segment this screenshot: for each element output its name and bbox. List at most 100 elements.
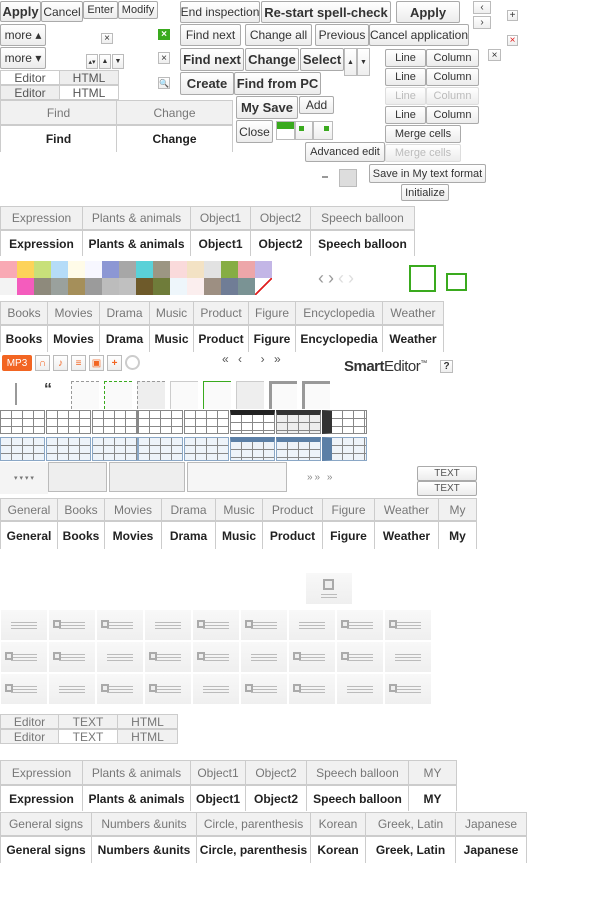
tab-media-active[interactable]: Encyclopedia [296,325,383,352]
table-style-gray[interactable] [276,410,321,434]
tab-emoticon[interactable]: Object1 [191,206,251,230]
tab-category[interactable]: Drama [162,498,216,521]
tab-media[interactable]: Weather [383,301,444,325]
arrow-down-icon[interactable]: ▼ [357,48,370,76]
tab-category-active[interactable]: Books [58,521,105,549]
close-icon[interactable]: × [488,49,501,61]
tab-text[interactable]: TEXT [59,729,118,744]
tab-media[interactable]: Product [194,301,249,325]
layout-thumb[interactable] [1,610,47,640]
quote-style-box[interactable] [302,381,330,409]
pattern-swatch[interactable] [85,261,102,278]
end-inspection-button[interactable]: End inspection [180,1,260,23]
table-style-blue[interactable] [184,437,229,461]
pattern-swatch[interactable] [34,278,51,295]
tab-category-active[interactable]: General [0,521,58,549]
tab-category[interactable]: General [0,498,58,521]
enter-button[interactable]: Enter [83,1,118,19]
column-button[interactable]: Column [426,106,479,124]
tab-html[interactable]: HTML [60,70,119,85]
pattern-swatch[interactable] [17,261,34,278]
table-style-gray[interactable] [92,410,138,434]
cd-icon[interactable] [125,355,140,370]
quote-style-box[interactable] [137,381,165,409]
layout-thumb[interactable] [193,610,239,640]
layout-thumb[interactable] [241,642,287,672]
mp3-icon[interactable]: MP3 [2,355,32,371]
pattern-swatch[interactable] [170,278,187,295]
more-down-button[interactable]: more ▾ [0,47,46,69]
layout-thumb[interactable] [289,610,335,640]
arrow-up-icon[interactable]: ▲ [99,54,111,69]
tab-media[interactable]: Figure [249,301,296,325]
change-button[interactable]: Change [245,48,299,71]
pattern-swatch[interactable] [119,278,136,295]
layout-thumb[interactable] [49,642,95,672]
advanced-edit-button[interactable]: Advanced edit [305,142,385,162]
layout-thumb[interactable] [97,642,143,672]
table-style-gray[interactable] [322,410,367,434]
headphones-icon[interactable]: ∩ [35,355,50,371]
green-close-icon[interactable]: × [158,29,170,40]
tab-category-active[interactable]: Weather [375,521,439,549]
layout-thumb[interactable] [193,642,239,672]
tab-symbol-active[interactable]: Circle, parenthesis [197,836,311,863]
tab-symbol[interactable]: Numbers &units [92,812,197,836]
tab-category[interactable]: Figure [323,498,375,521]
pattern-swatch[interactable] [238,261,255,278]
pattern-swatch[interactable] [170,261,187,278]
table-style-blue[interactable] [138,437,183,461]
table-style-blue[interactable] [276,437,321,461]
tab-emoticon[interactable]: Plants & animals [83,760,191,785]
pattern-swatch[interactable] [51,278,68,295]
quote-bar-icon[interactable] [15,383,17,405]
cancel-button[interactable]: Cancel [41,1,83,22]
pattern-swatch[interactable] [102,261,119,278]
quote-style-box[interactable] [269,381,297,409]
tab-category[interactable]: Movies [105,498,162,521]
tab-symbol[interactable]: Japanese [456,812,527,836]
chevron-right-icon[interactable]: › [473,16,491,29]
tab-category[interactable]: Product [263,498,323,521]
tab-media-active[interactable]: Weather [383,325,444,352]
tab-text[interactable]: TEXT [59,714,118,729]
layout-thumb[interactable] [145,642,191,672]
tab-editor[interactable]: Editor [0,729,59,744]
apply-button[interactable]: Apply [0,1,41,22]
tab-category[interactable]: My [439,498,477,521]
pattern-swatch[interactable] [0,261,17,278]
table-style-gray[interactable] [184,410,229,434]
dropdown-arrows-icon[interactable]: ▾ ▾ ▾ ▾ [0,462,48,494]
pattern-swatch[interactable] [136,261,153,278]
line-button[interactable]: Line [385,49,426,67]
tab-symbol[interactable]: Circle, parenthesis [197,812,311,836]
pattern-swatch[interactable] [34,261,51,278]
search-icon[interactable]: 🔍 [158,77,170,89]
line-button[interactable]: Line [385,106,426,124]
plus-icon[interactable]: + [507,10,518,21]
layout-thumb[interactable] [337,610,383,640]
layout-thumb[interactable] [337,674,383,704]
tab-media-active[interactable]: Figure [249,325,296,352]
create-button[interactable]: Create [180,72,234,95]
close-button[interactable]: Close [236,120,273,143]
tab-category-active[interactable]: Movies [105,521,162,549]
line-button[interactable]: Line [385,68,426,86]
tab-emoticon[interactable]: Object2 [246,760,307,785]
tab-html[interactable]: HTML [60,85,119,100]
modify-button[interactable]: Modify [118,1,158,19]
tab-symbol-active[interactable]: Greek, Latin [366,836,456,863]
tab-media[interactable]: Music [150,301,194,325]
tab-category-active[interactable]: My [439,521,477,549]
layout-thumb[interactable] [97,610,143,640]
table-style-gray[interactable] [0,410,45,434]
pattern-swatch[interactable] [187,278,204,295]
layout-thumb[interactable] [97,674,143,704]
column-button[interactable]: Column [426,49,479,67]
tab-symbol-active[interactable]: Korean [311,836,366,863]
tab-emoticon-active[interactable]: Plants & animals [83,230,191,256]
close-icon[interactable]: × [101,33,113,44]
help-button[interactable]: ? [440,360,453,373]
tab-emoticon-active[interactable]: Object1 [191,785,246,811]
previous-button[interactable]: Previous [315,24,369,46]
